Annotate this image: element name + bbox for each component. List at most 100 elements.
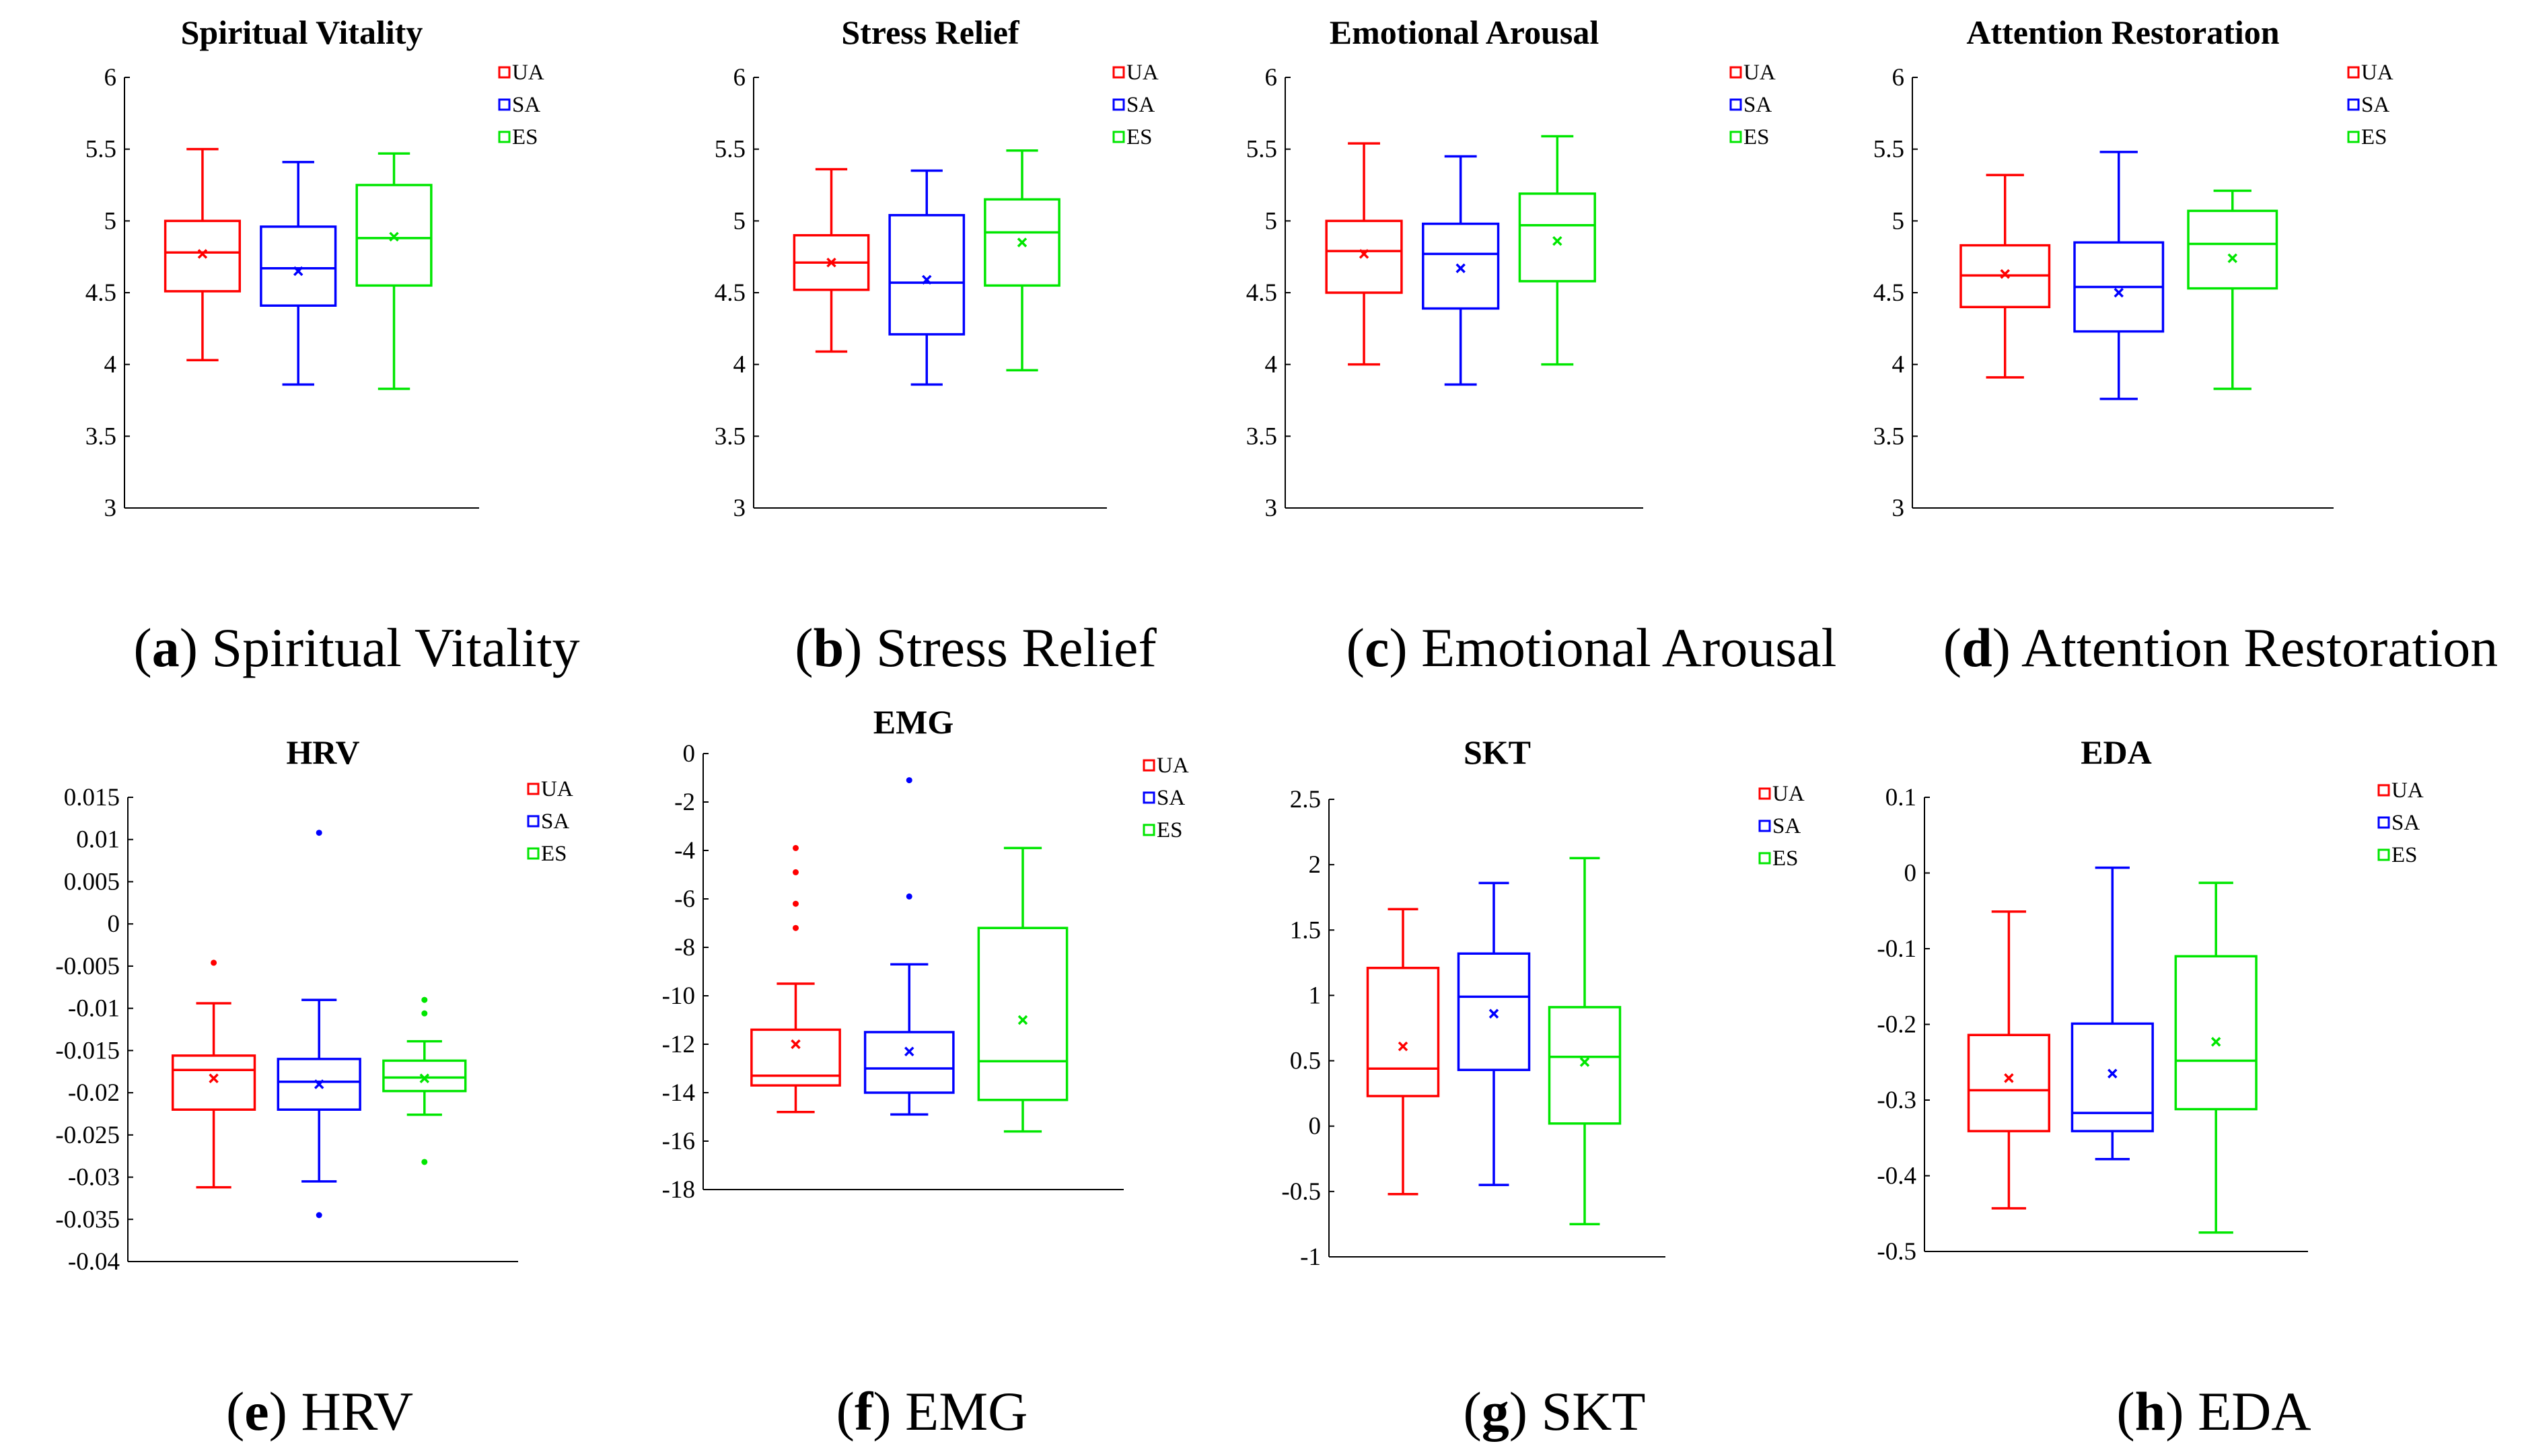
y-tick-label: 0.015	[64, 784, 120, 811]
outlier-point	[906, 777, 912, 784]
legend-label-UA: UA	[1772, 782, 1805, 806]
mean-marker	[197, 249, 208, 259]
y-tick-label: -14	[662, 1079, 695, 1107]
panel-a: Spiritual Vitality 3 3.5 4 4.5 5 5.5 6 UA SA ES (a)…	[85, 13, 580, 678]
iqr-box	[171, 1054, 256, 1111]
panel-caption: (h) EDA	[2116, 1381, 2311, 1442]
panel-b: Stress Relief 3 3.5 4 4.5 5 5.5 6 UA SA ES (b) Stre…	[715, 13, 1159, 678]
legend-label-ES: ES	[512, 125, 538, 149]
legend-swatch-UA	[2347, 66, 2360, 79]
y-tick-label: -4	[674, 837, 695, 865]
y-tick-label: -0.5	[1877, 1238, 1916, 1266]
iqr-box	[984, 198, 1060, 287]
y-tick-label: 3	[733, 495, 746, 522]
panel-h: EDA -0.5 -0.4 -0.3 -0.2 -0.1 0 0.1 UA SA ES (h) EDA	[1877, 733, 2423, 1442]
panel-caption: (e) HRV	[226, 1381, 413, 1442]
y-tick-label: 4	[104, 351, 117, 379]
outlier-point	[793, 900, 799, 907]
y-tick-label: -0.01	[68, 995, 120, 1023]
iqr-box	[888, 214, 966, 336]
y-tick-label: -0.5	[1281, 1178, 1321, 1206]
box-UA	[793, 168, 870, 353]
y-tick-label: -18	[662, 1176, 695, 1204]
y-tick-label: -1	[1300, 1243, 1321, 1271]
mean-marker	[1455, 263, 1466, 273]
mean-marker	[904, 1046, 914, 1057]
box-ES	[2174, 881, 2258, 1234]
legend-label-SA: SA	[1126, 93, 1155, 117]
mean-marker	[209, 1073, 219, 1084]
y-tick-label: 0.1	[1885, 784, 1916, 811]
panel-caption: (g) SKT	[1463, 1381, 1645, 1442]
legend-swatch-SA	[498, 98, 511, 111]
outlier-point	[211, 959, 217, 966]
y-tick-label: 0.01	[76, 826, 120, 854]
iqr-box	[2187, 209, 2278, 290]
y-tick-label: -0.02	[68, 1079, 120, 1107]
legend-label-SA: SA	[512, 93, 540, 117]
box-UA	[164, 147, 242, 362]
legend-swatch-UA	[527, 782, 540, 795]
box-ES	[1518, 135, 1596, 366]
panel-e: HRV -0.04 -0.035 -0.03 -0.025 -0.02 -0.015 -0.0…	[55, 733, 573, 1442]
iqr-box	[1548, 1006, 1622, 1125]
legend-label-ES: ES	[1157, 818, 1183, 842]
mean-marker	[389, 231, 399, 242]
y-tick-label: 3	[104, 495, 117, 522]
legend-swatch-ES	[2377, 848, 2390, 861]
panel-caption: (b) Stress Relief	[795, 617, 1157, 678]
y-tick-label: -0.1	[1877, 935, 1916, 963]
y-tick-label: -16	[662, 1128, 695, 1155]
y-tick-label: -0.4	[1877, 1163, 1916, 1190]
panel-caption: (a) Spiritual Vitality	[133, 617, 579, 678]
y-tick-label: 6	[104, 64, 117, 92]
y-tick-label: -0.015	[55, 1037, 120, 1064]
outlier-point	[421, 1159, 428, 1165]
legend-label-ES: ES	[2361, 125, 2387, 149]
legend-swatch-SA	[1112, 98, 1125, 111]
iqr-box	[2174, 955, 2258, 1111]
iqr-box	[1422, 222, 1500, 310]
mean-marker	[1552, 235, 1562, 246]
y-tick-label: -8	[674, 934, 695, 961]
box-SA	[1457, 881, 1531, 1186]
y-tick-label: 0.005	[64, 868, 120, 896]
legend-swatch-ES	[1729, 131, 1742, 143]
y-tick-label: 5	[104, 207, 117, 235]
mean-marker	[791, 1039, 801, 1050]
y-tick-label: 1.5	[1290, 916, 1321, 944]
outlier-point	[421, 996, 428, 1003]
iqr-box	[260, 225, 337, 307]
legend-swatch-ES	[2347, 131, 2360, 143]
y-tick-label: 0.5	[1290, 1048, 1321, 1075]
y-tick-label: 5	[1892, 207, 1905, 235]
box-ES	[355, 152, 433, 390]
y-tick-label: 4	[1265, 351, 1278, 379]
mean-marker	[922, 275, 932, 285]
outlier-point	[421, 1010, 428, 1017]
mean-marker	[293, 266, 303, 277]
y-tick-label: 0	[1309, 1113, 1322, 1140]
y-tick-label: 0	[683, 740, 696, 768]
mean-marker	[2000, 269, 2010, 279]
y-tick-label: 0	[108, 910, 120, 938]
box-SA	[2070, 866, 2154, 1161]
panel-title: Emotional Arousal	[1330, 13, 1599, 51]
panel-g: SKT -1 -0.5 0 0.5 1 1.5 2 2.5 UA SA ES (g) SKT	[1281, 733, 1804, 1442]
panel-title: EDA	[2081, 733, 2152, 771]
legend-swatch-ES	[1143, 824, 1155, 836]
legend-label-SA: SA	[2361, 93, 2389, 117]
legend-label-UA: UA	[2391, 778, 2424, 803]
panel-title: Spiritual Vitality	[181, 13, 423, 51]
y-tick-label: 5.5	[85, 136, 116, 163]
mean-marker	[2210, 1037, 2221, 1047]
mean-marker	[826, 257, 836, 268]
y-tick-label: 1	[1309, 982, 1322, 1009]
mean-marker	[419, 1073, 430, 1084]
box-UA	[750, 844, 841, 1114]
y-tick-label: 4	[1892, 351, 1905, 379]
box-ES	[977, 846, 1069, 1133]
outlier-point	[316, 830, 322, 836]
iqr-box	[382, 1059, 467, 1093]
y-tick-label: 3	[1892, 495, 1905, 522]
